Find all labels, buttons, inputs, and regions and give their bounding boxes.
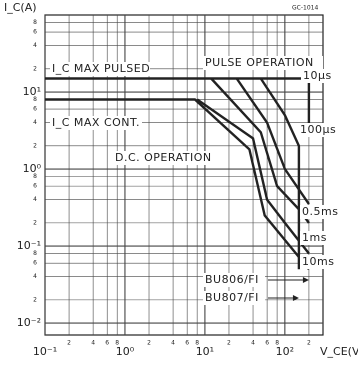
code: GC-1014: [292, 5, 318, 12]
annotation: BU806/FI: [205, 273, 259, 286]
y-tick-label: 4: [33, 42, 37, 49]
label-bg: [50, 62, 150, 76]
series-label: 100µs: [300, 123, 336, 136]
x-tick-label: 6: [265, 340, 269, 347]
y-tick-label: 2: [33, 65, 37, 72]
y-tick-label: 4: [33, 273, 37, 280]
annotation: BU807/FI: [205, 291, 259, 304]
x-tick-label: 10¹: [196, 345, 214, 358]
x-axis-label: V_CE(V): [320, 345, 358, 358]
y-tick-label: 6: [33, 260, 37, 267]
label-bg: [203, 56, 323, 70]
label-bg: [300, 231, 324, 245]
label-bg: [203, 291, 265, 305]
arrow-head: [302, 277, 309, 283]
label-bg: [301, 69, 331, 83]
curve: [235, 77, 310, 205]
y-tick-label: 6: [33, 183, 37, 190]
x-tick-label: 10⁰: [116, 345, 135, 358]
curve: [45, 98, 310, 270]
x-tick-label: 6: [105, 340, 109, 347]
label-bg: [298, 123, 336, 137]
x-tick-label: 8: [275, 340, 279, 347]
annotation: I_C MAX PULSED: [52, 62, 150, 75]
x-tick-label: 2: [307, 340, 311, 347]
series-label: 10µs: [303, 69, 332, 82]
y-tick-label: 8: [33, 19, 37, 26]
y-tick-label: 10⁻¹: [17, 239, 41, 252]
annotation: D.C. OPERATION: [115, 151, 212, 164]
y-tick-label: 10⁻²: [17, 316, 41, 329]
x-tick-label: 4: [91, 340, 95, 347]
arrow-head: [292, 295, 299, 301]
x-tick-label: 2: [227, 340, 231, 347]
label-bg: [50, 116, 142, 130]
x-tick-label: 10⁻¹: [33, 345, 57, 358]
label-bg: [300, 205, 334, 219]
y-tick-label: 2: [33, 142, 37, 149]
y-tick-label: 6: [33, 106, 37, 113]
x-tick-label: 8: [195, 340, 199, 347]
y-tick-label: 10¹: [23, 85, 41, 98]
y-tick-label: 2: [33, 296, 37, 303]
x-tick-label: 4: [171, 340, 175, 347]
x-tick-label: 2: [67, 340, 71, 347]
curve: [259, 77, 301, 270]
annotation: I_C MAX CONT.: [52, 116, 140, 129]
label-bg: [300, 255, 330, 269]
curve: [196, 98, 310, 255]
y-tick-label: 8: [33, 173, 37, 180]
series-label: 1ms: [302, 231, 327, 244]
x-tick-label: 6: [185, 340, 189, 347]
y-axis-label: I_C(A): [4, 1, 37, 14]
series-label: 0.5ms: [302, 205, 338, 218]
y-tick-label: 4: [33, 196, 37, 203]
label-bg: [113, 151, 215, 165]
y-tick-label: 10⁰: [23, 162, 42, 175]
y-tick-label: 6: [33, 29, 37, 36]
y-tick-label: 4: [33, 119, 37, 126]
annotation: PULSE OPERATION: [205, 56, 314, 69]
y-tick-label: 8: [33, 250, 37, 257]
x-tick-label: 4: [251, 340, 255, 347]
y-tick-label: 8: [33, 96, 37, 103]
x-tick-label: 10²: [276, 345, 294, 358]
y-tick-label: 2: [33, 219, 37, 226]
curve: [210, 77, 310, 224]
label-bg: [203, 273, 265, 287]
x-tick-label: 8: [115, 340, 119, 347]
x-tick-label: 2: [147, 340, 151, 347]
series-label: 10ms: [302, 255, 334, 268]
